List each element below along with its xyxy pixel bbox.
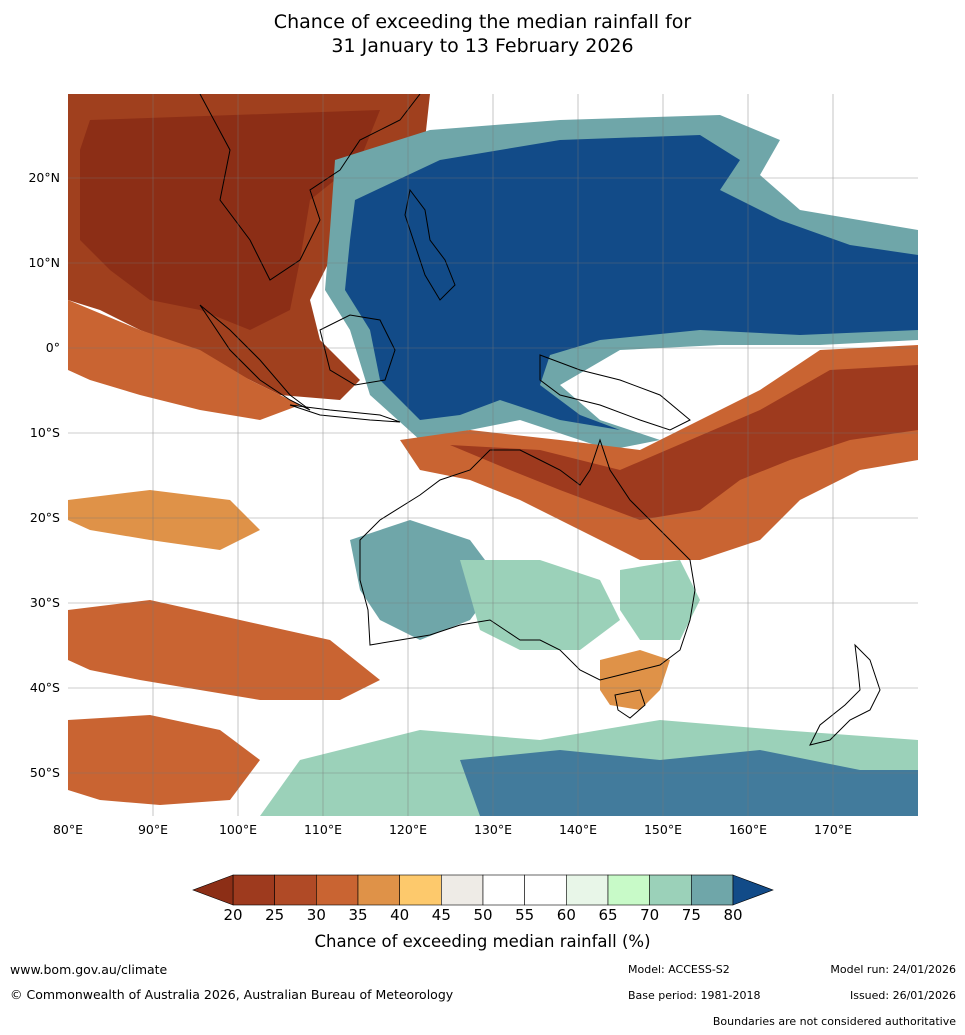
dry-patch-bay-of-bengal-south [68,490,260,550]
colorbar-tick-label: 60 [556,906,576,924]
map-title-line2: 31 January to 13 February 2026 [331,35,634,57]
colorbar-title: Chance of exceeding median rainfall (%) [314,932,651,951]
colorbar-segment [441,874,484,906]
colorbar-segment [482,874,525,906]
lat-label: 0° [45,340,60,355]
footer-issued: Issued: 26/01/2026 [849,989,956,1002]
colorbar-under-arrow [192,874,234,906]
lon-label: 80°E [52,822,84,837]
footer-model: Model: ACCESS-S2 [628,963,730,976]
lat-label: 20°N [28,170,60,185]
colorbar-tick-label: 80 [723,906,743,924]
lat-label: 30°S [29,595,60,610]
map-field [68,94,918,816]
sumatra-coastline [199,304,311,411]
dry-band-bay-of-bengal [68,300,300,420]
footer-website: www.bom.gov.au/climate [10,962,168,977]
wet-patch-central-australia [460,560,620,650]
dry-band-southern-ocean [68,715,260,805]
colorbar-tick-label: 25 [265,906,285,924]
colorbar-segment [691,874,734,906]
java-coastline [289,404,401,423]
lat-label: 50°S [29,765,60,780]
wet-patch-western-australia [350,520,500,640]
lat-label: 40°S [29,680,60,695]
dry-patch-south-indian-ocean [68,600,380,700]
australia-coastline [359,438,696,681]
borneo-coastline [319,314,396,386]
lon-label: 140°E [558,822,597,837]
colorbar [192,874,774,906]
colorbar-tick-label: 65 [598,906,618,924]
colorbar-tick-label: 45 [431,906,451,924]
dry-region-southeast-asia-inner [80,110,380,330]
lat-label: 10°S [29,425,60,440]
colorbar-segment [399,874,442,906]
colorbar-segment [274,874,317,906]
graticule [68,94,918,816]
footer-base-period: Base period: 1981-2018 [628,989,761,1002]
lon-label: 170°E [813,822,852,837]
tasmania-coastline [614,689,646,719]
wet-band-southern-ocean-core [460,750,918,816]
colorbar-segment [316,874,359,906]
colorbar-tick-label: 30 [306,906,326,924]
colorbar-segment [649,874,692,906]
colorbar-tick-label: 70 [640,906,660,924]
colorbar-segment [232,874,275,906]
dry-band-north-australia-core [450,365,918,520]
lon-label: 110°E [303,822,342,837]
colorbar-segment [524,874,567,906]
philippines-coastline [404,188,456,301]
new-guinea-coastline [539,354,691,431]
lon-label: 150°E [643,822,682,837]
colorbar-over-arrow [732,874,774,906]
southeast-asia-coastline [199,94,421,281]
wet-patch-eastern-australia [620,560,700,640]
colorbar-tick-label: 35 [348,906,368,924]
new-zealand-coastline [809,643,881,746]
colorbar-tick-label: 55 [515,906,535,924]
colorbar-tick-label: 75 [681,906,701,924]
footer-disclaimer: Boundaries are not considered authoritat… [712,1015,956,1028]
colorbar-tick-label: 50 [473,906,493,924]
colorbar-tick-label: 40 [390,906,410,924]
colorbar-segment [357,874,400,906]
lon-label: 90°E [137,822,169,837]
map-title-line1: Chance of exceeding the median rainfall … [273,11,692,33]
lat-label: 20°S [29,510,60,525]
footer-copyright: © Commonwealth of Australia 2026, Austra… [10,987,454,1002]
colorbar-segment [607,874,650,906]
lon-label: 100°E [218,822,257,837]
lon-label: 130°E [473,822,512,837]
colorbar-segment [566,874,609,906]
colorbar-tick-label: 20 [223,906,243,924]
lat-label: 10°N [28,255,60,270]
wet-band-western-pacific-core [345,135,918,430]
lon-label: 160°E [728,822,767,837]
lon-label: 120°E [388,822,427,837]
footer-model-run: Model run: 24/01/2026 [830,963,956,976]
